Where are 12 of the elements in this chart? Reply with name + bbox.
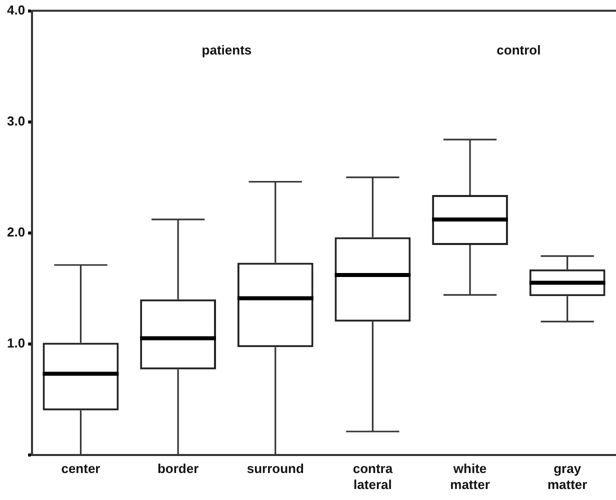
y-tick-label: 3.0 [6, 113, 26, 128]
y-tick-label: 2.0 [6, 224, 26, 240]
y-tick-label: 4.0 [6, 2, 26, 18]
x-tick-label: contra lateral [352, 461, 394, 492]
annotation: control [496, 42, 541, 58]
x-tick-label: white matter [450, 461, 490, 492]
x-tick-label: center [61, 461, 100, 476]
x-tick-label: gray matter [547, 461, 588, 492]
y-tick-label: 1.0 [6, 335, 26, 350]
annotation: patients [202, 42, 252, 58]
x-tick-label: border [157, 461, 199, 476]
x-tick-label: surround [246, 461, 304, 476]
